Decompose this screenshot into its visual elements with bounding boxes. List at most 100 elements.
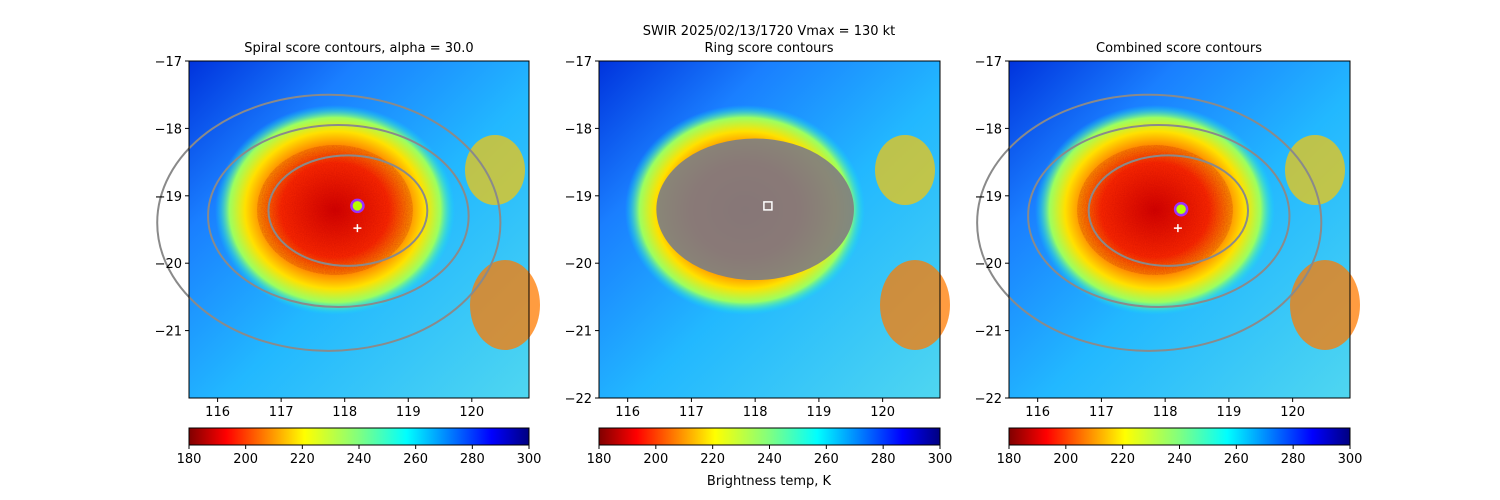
x-tick-label: 117 bbox=[1089, 405, 1114, 420]
y-tick-label: −19 bbox=[155, 190, 182, 205]
colorbar-tick-label: 180 bbox=[997, 452, 1022, 467]
axes-frame bbox=[598, 60, 941, 399]
colorbar: 180 200 220 240 260 280 300 bbox=[997, 427, 1363, 467]
colorbar-gradient bbox=[598, 427, 941, 446]
y-tick-label: −19 bbox=[975, 190, 1002, 205]
y-tick-label: −22 bbox=[565, 392, 592, 407]
x-tick-label: 118 bbox=[332, 405, 357, 420]
colorbar-tick-label: 260 bbox=[403, 452, 428, 467]
colorbar-tick-label: 300 bbox=[517, 452, 542, 467]
y-tick-label: −20 bbox=[565, 257, 592, 272]
panel-combined: Combined score contours 116 117 118 119 120 … bbox=[975, 41, 1363, 467]
colorbar-tick-label: 200 bbox=[233, 452, 258, 467]
noise-overlay bbox=[1077, 145, 1233, 275]
colorbar: 180 200 220 240 260 280 300 bbox=[177, 427, 542, 467]
cloud-band-ne bbox=[1285, 135, 1345, 205]
best-track-plus-marker bbox=[353, 224, 362, 233]
panel-title: Combined score contours bbox=[1096, 41, 1262, 56]
colorbar-tick-label: 280 bbox=[460, 452, 485, 467]
center-circle-marker bbox=[1173, 202, 1189, 217]
best-track-plus-marker bbox=[1173, 224, 1182, 233]
colorbar-tick-label: 200 bbox=[1053, 452, 1078, 467]
contours bbox=[156, 93, 502, 352]
x-ticks: 116 117 118 119 120 bbox=[205, 398, 484, 420]
colorbar-ticks: 180 200 220 240 260 280 300 bbox=[587, 445, 953, 467]
colorbar-ticks: 180 200 220 240 260 280 300 bbox=[997, 445, 1363, 467]
colorbar-tick-label: 180 bbox=[177, 452, 202, 467]
colorbar-tick-label: 300 bbox=[1338, 452, 1363, 467]
x-tick-label: 118 bbox=[743, 405, 768, 420]
suptitle: SWIR 2025/02/13/1720 Vmax = 130 kt bbox=[643, 24, 896, 39]
y-tick-label: −20 bbox=[155, 257, 182, 272]
y-tick-label: −18 bbox=[565, 122, 592, 137]
colorbar-tick-label: 240 bbox=[1167, 452, 1192, 467]
y-tick-label: −17 bbox=[975, 55, 1002, 70]
y-tick-label: −21 bbox=[155, 325, 182, 340]
colorbar-gradient bbox=[188, 427, 530, 446]
y-tick-label: −22 bbox=[975, 392, 1002, 407]
cloud-band-ne bbox=[465, 135, 525, 205]
x-tick-label: 117 bbox=[269, 405, 294, 420]
colorbar-tick-label: 300 bbox=[928, 452, 953, 467]
y-tick-label: −18 bbox=[155, 122, 182, 137]
contours bbox=[976, 93, 1323, 352]
x-tick-label: 119 bbox=[806, 405, 831, 420]
colorbar-tick-label: 220 bbox=[1110, 452, 1135, 467]
contour-middle bbox=[207, 124, 470, 309]
colorbar-gradient bbox=[1008, 427, 1351, 446]
y-tick-label: −20 bbox=[975, 257, 1002, 272]
markers bbox=[1173, 202, 1189, 233]
colorbar-tick-label: 220 bbox=[700, 452, 725, 467]
x-tick-label: 117 bbox=[679, 405, 704, 420]
x-ticks: 116 117 118 119 120 bbox=[615, 398, 895, 420]
x-tick-label: 118 bbox=[1153, 405, 1178, 420]
panel-title: Spiral score contours, alpha = 30.0 bbox=[244, 41, 473, 56]
contour-inner bbox=[267, 154, 429, 267]
x-tick-label: 120 bbox=[1280, 405, 1305, 420]
colorbar: 180 200 220 240 260 280 300 bbox=[587, 427, 953, 467]
cloud-band-east bbox=[470, 260, 540, 350]
cloud-band-east bbox=[1290, 260, 1360, 350]
contour-inner bbox=[1087, 154, 1250, 267]
colorbar-label: Brightness temp, K bbox=[707, 474, 832, 489]
colorbar-tick-label: 280 bbox=[1281, 452, 1306, 467]
y-tick-label: −18 bbox=[975, 122, 1002, 137]
colorbar-tick-label: 180 bbox=[587, 452, 612, 467]
colorbar-tick-label: 200 bbox=[643, 452, 668, 467]
markers bbox=[350, 198, 365, 233]
panel-title: Ring score contours bbox=[704, 41, 833, 56]
heatmap-image bbox=[189, 61, 540, 398]
y-tick-label: −17 bbox=[565, 55, 592, 70]
axes-frame bbox=[1008, 60, 1351, 399]
y-ticks: −17 −18 −19 −20 −21 bbox=[155, 55, 189, 340]
colorbar-tick-label: 260 bbox=[814, 452, 839, 467]
x-tick-label: 119 bbox=[1216, 405, 1241, 420]
colorbar-tick-label: 240 bbox=[347, 452, 372, 467]
center-square-marker bbox=[763, 201, 773, 211]
x-tick-label: 120 bbox=[459, 405, 484, 420]
x-tick-label: 119 bbox=[396, 405, 421, 420]
y-tick-label: −21 bbox=[565, 325, 592, 340]
heatmap-image bbox=[1009, 61, 1360, 398]
colorbar-tick-label: 260 bbox=[1224, 452, 1249, 467]
colorbar-tick-label: 280 bbox=[871, 452, 896, 467]
colorbar-ticks: 180 200 220 240 260 280 300 bbox=[177, 445, 542, 467]
x-tick-label: 120 bbox=[870, 405, 895, 420]
ring-region bbox=[656, 138, 854, 281]
x-tick-label: 116 bbox=[615, 405, 640, 420]
contour-middle bbox=[1027, 124, 1291, 309]
y-tick-label: −21 bbox=[975, 325, 1002, 340]
y-ticks: −17 −18 −19 −20 −21 −22 bbox=[975, 55, 1009, 407]
axes-frame bbox=[188, 60, 530, 399]
colorbar-tick-label: 220 bbox=[290, 452, 315, 467]
x-tick-label: 116 bbox=[1025, 405, 1050, 420]
center-circle-marker bbox=[350, 198, 365, 214]
colorbar-tick-label: 240 bbox=[757, 452, 782, 467]
noise-overlay bbox=[257, 145, 413, 275]
x-tick-label: 116 bbox=[205, 405, 230, 420]
panel-ring: Ring score contours 116 117 118 119 120 −17 −… bbox=[565, 41, 953, 489]
cloud-band-ne bbox=[875, 135, 935, 205]
markers bbox=[763, 201, 773, 211]
panel-spiral: Spiral score contours, alpha = 30.0 116 1… bbox=[155, 41, 542, 467]
